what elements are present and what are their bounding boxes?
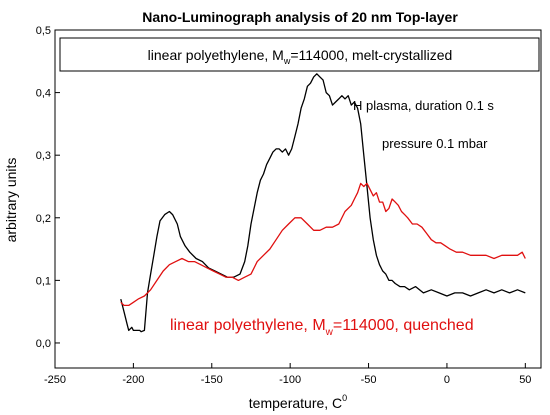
annotation-quenched-sub: w	[325, 327, 334, 338]
legend-box-label-sub: w	[283, 56, 291, 66]
y-tick-label: 0,3	[36, 150, 51, 162]
x-tick-label: -150	[201, 374, 223, 386]
series-line-red	[120, 182, 526, 307]
annotation-quenched-post: =114000, quenched	[333, 317, 474, 334]
chart-title: Nano-Luminograph analysis of 20 nm Top-l…	[142, 9, 458, 25]
x-tick-label: -100	[279, 374, 301, 386]
x-tick-label: -200	[122, 374, 144, 386]
y-tick-label: 0,0	[36, 338, 51, 350]
x-tick-label: -250	[44, 374, 66, 386]
series-group	[120, 73, 526, 333]
y-tick-label: 0,1	[36, 275, 51, 287]
series-line-black	[120, 73, 526, 333]
y-tick-label: 0,5	[36, 25, 51, 37]
x-tick-label: 0	[444, 374, 450, 386]
annotation-pressure: pressure 0.1 mbar	[382, 136, 488, 151]
legend-box-label-post: =114000, melt-crystallized	[290, 47, 452, 63]
axis-ticks: -250 -200 -150 -100 -50 0 50 0,0 0,1 0,2 0,3 0,4 0,5	[36, 25, 532, 386]
legend-box	[59, 37, 540, 72]
legend-box-label-pre: linear polyethylene, M	[148, 47, 284, 63]
x-axis-label: temperature, C0	[249, 393, 347, 411]
annotation-quenched: linear polyethylene, Mw=114000, quenched	[170, 317, 474, 338]
y-axis-label: arbitrary units	[3, 158, 19, 243]
legend-box-label: linear polyethylene, Mw=114000, melt-cry…	[148, 47, 453, 66]
x-tick-label: -50	[361, 374, 377, 386]
x-axis-label-text: temperature, C	[249, 395, 342, 411]
y-tick-label: 0,2	[36, 213, 51, 225]
annotation-quenched-pre: linear polyethylene, M	[170, 317, 326, 334]
y-tick-label: 0,4	[36, 88, 51, 100]
x-tick-label: 50	[519, 374, 531, 386]
annotation-plasma: H plasma, duration 0.1 s	[353, 98, 494, 113]
plot-frame	[54, 29, 542, 369]
x-axis-label-sup: 0	[342, 393, 347, 403]
